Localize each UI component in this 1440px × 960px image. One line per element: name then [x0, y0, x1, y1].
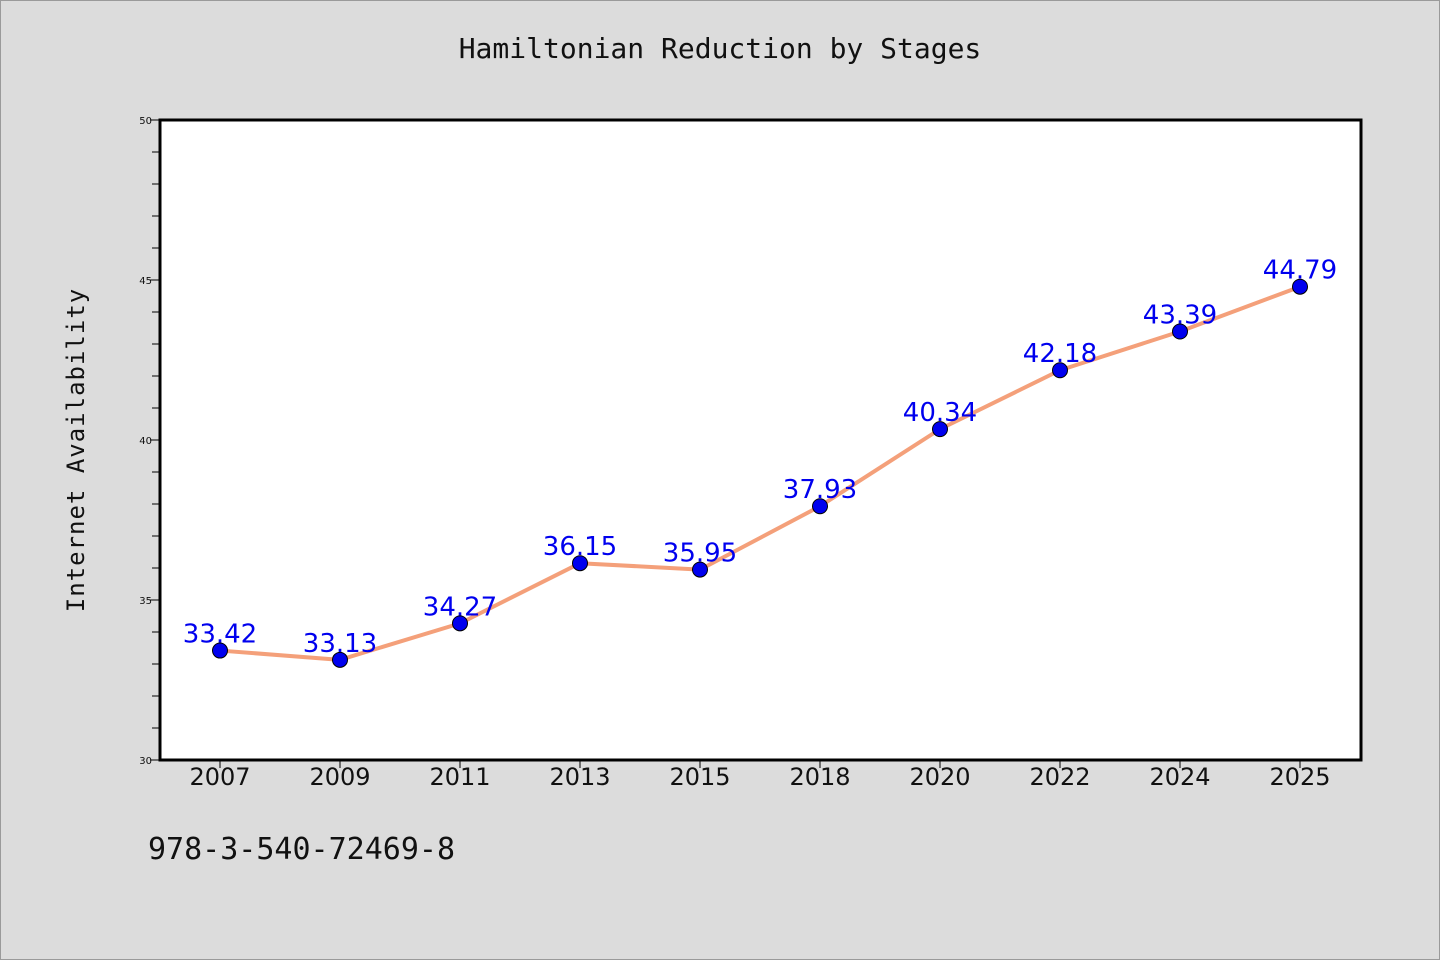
data-label: 35.95 — [663, 539, 737, 569]
data-label: 44.79 — [1263, 256, 1337, 286]
data-labels: 33.42 33.13 34.27 36.15 35.95 37.93 40.34 42.18… — [183, 256, 1337, 659]
x-tick-label: 2025 — [1269, 763, 1330, 791]
x-tick-label: 2013 — [549, 763, 610, 791]
y-tick-label: 45 — [139, 276, 152, 287]
series-line — [219, 284, 1301, 662]
data-point — [332, 651, 348, 668]
y-ticks: 30 35 40 45 50 — [139, 116, 152, 767]
x-tick-label: 2011 — [429, 763, 490, 791]
data-label: 36.15 — [543, 532, 617, 562]
x-tick-label: 2022 — [1029, 763, 1090, 791]
y-tick-label: 35 — [139, 596, 152, 607]
data-label: 43.39 — [1143, 301, 1217, 331]
data-point — [212, 642, 228, 659]
x-tick-label: 2009 — [309, 763, 370, 791]
x-tick-label: 2015 — [669, 763, 730, 791]
data-point — [812, 498, 828, 515]
x-tick-label: 2024 — [1149, 763, 1210, 791]
data-point — [692, 561, 708, 578]
data-point — [1292, 278, 1308, 295]
x-tick-label: 2020 — [909, 763, 970, 791]
data-label: 33.42 — [183, 620, 257, 650]
data-point — [572, 555, 588, 572]
data-label: 37.93 — [783, 475, 857, 505]
x-ticks: 2007 2009 2011 2013 2015 2018 2020 2022 2024 2025 — [189, 760, 1331, 791]
y-tick-label: 50 — [139, 116, 152, 127]
footer-code: 978-3-540-72469-8 — [148, 832, 456, 867]
y-tick-label: 40 — [139, 436, 152, 447]
y-tick-label: 30 — [139, 756, 152, 767]
chart-title: Hamiltonian Reduction by Stages — [458, 32, 982, 65]
x-tick-label: 2007 — [189, 763, 250, 791]
data-label: 40.34 — [903, 398, 977, 428]
data-point — [452, 615, 468, 632]
data-label: 42.18 — [1023, 339, 1097, 369]
x-tick-label: 2018 — [789, 763, 850, 791]
series-markers — [212, 278, 1308, 668]
y-minor-ticks — [150, 119, 160, 761]
data-point — [1172, 323, 1188, 340]
data-point — [932, 421, 948, 438]
data-point — [1052, 362, 1068, 379]
data-label: 33.13 — [303, 629, 377, 659]
data-label: 34.27 — [423, 592, 497, 622]
